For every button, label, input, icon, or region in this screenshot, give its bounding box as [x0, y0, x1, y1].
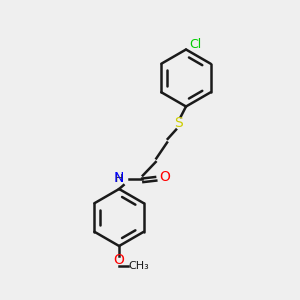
- Text: Cl: Cl: [189, 38, 201, 51]
- Text: CH₃: CH₃: [129, 261, 149, 272]
- Text: H: H: [115, 173, 124, 184]
- Text: O: O: [159, 170, 170, 184]
- Text: S: S: [174, 116, 183, 130]
- Text: N: N: [114, 172, 124, 185]
- Text: O: O: [114, 254, 124, 267]
